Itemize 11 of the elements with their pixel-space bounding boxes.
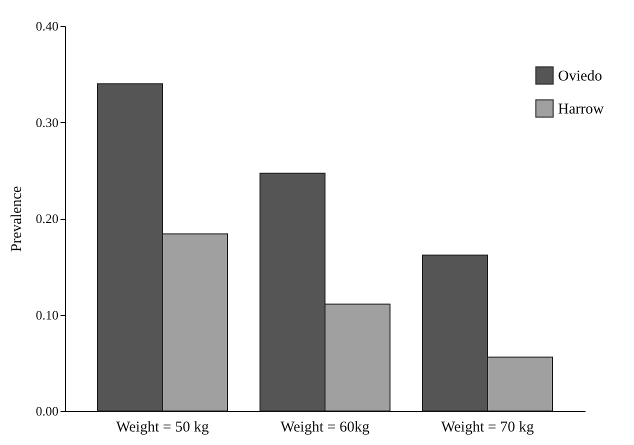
y-tick-label: 0.30 (36, 114, 58, 130)
y-tick-label: 0.40 (36, 18, 58, 34)
x-tick-label: Weight = 70 kg (441, 420, 534, 436)
y-axis-title: Prevalence (8, 186, 25, 252)
legend-label: Oviedo (558, 68, 602, 84)
y-tick-label: 0.20 (36, 211, 58, 226)
x-tick-label: Weight = 60kg (280, 420, 370, 436)
legend-label: Harrow (558, 102, 604, 118)
y-tick-label: 0.10 (36, 307, 58, 322)
x-tick-label: Weight = 50 kg (116, 420, 210, 436)
y-tick-label: 0.00 (36, 404, 58, 418)
